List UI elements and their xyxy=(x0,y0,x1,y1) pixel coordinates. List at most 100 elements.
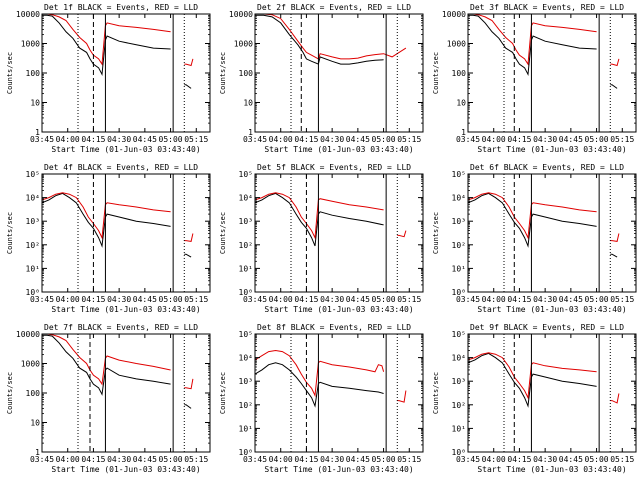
y-tick-label: 10⁴ xyxy=(239,194,253,203)
y-tick-label: 10⁰ xyxy=(452,448,466,457)
lld-series-line xyxy=(468,192,620,242)
x-tick-label: 05:15 xyxy=(184,295,208,304)
events-series-line xyxy=(42,334,192,409)
x-tick-label: 04:45 xyxy=(559,295,583,304)
y-tick-label: 10⁰ xyxy=(26,288,40,297)
y-tick-label: 10³ xyxy=(26,217,40,226)
y-tick-label: 1 xyxy=(461,128,466,137)
events-series-line xyxy=(42,14,192,89)
x-tick-label: 04:00 xyxy=(269,455,293,464)
y-axis-label: Counts/sec xyxy=(432,372,440,414)
y-tick-label: 10⁴ xyxy=(239,354,253,363)
x-tick-label: 04:30 xyxy=(107,455,131,464)
x-axis-label: Start Time (01-Jun-03 03:43:40) xyxy=(477,145,626,154)
x-tick-label: 05:00 xyxy=(372,135,396,144)
x-axis-label: Start Time (01-Jun-03 03:43:40) xyxy=(264,465,413,474)
x-tick-label: 04:30 xyxy=(107,295,131,304)
y-tick-label: 10³ xyxy=(452,377,466,386)
x-axis-label: Start Time (01-Jun-03 03:43:40) xyxy=(51,145,200,154)
x-tick-label: 05:15 xyxy=(397,135,421,144)
panel-det-7f: 03:45 04:00 04:15 04:30 04:45 05:00 05:15 1 10 10… xyxy=(6,323,211,474)
y-tick-label: 1 xyxy=(248,128,253,137)
y-tick-label: 10000 xyxy=(442,10,466,19)
x-tick-label: 05:00 xyxy=(159,135,183,144)
y-tick-label: 10² xyxy=(452,241,466,250)
x-tick-label: 05:15 xyxy=(397,455,421,464)
x-tick-label: 05:00 xyxy=(585,455,609,464)
x-tick-label: 05:00 xyxy=(372,295,396,304)
y-tick-label: 10² xyxy=(239,401,253,410)
x-tick-label: 05:15 xyxy=(184,455,208,464)
x-tick-label: 04:30 xyxy=(320,135,344,144)
y-tick-label: 10000 xyxy=(16,330,40,339)
y-axis-label: Counts/sec xyxy=(219,52,227,94)
x-tick-label: 05:00 xyxy=(585,135,609,144)
x-tick-label: 04:30 xyxy=(533,455,557,464)
x-tick-label: 04:45 xyxy=(346,135,370,144)
x-tick-label: 03:45 xyxy=(243,135,267,144)
x-tick-label: 04:00 xyxy=(56,295,80,304)
x-tick-label: 04:00 xyxy=(56,455,80,464)
x-axis-label: Start Time (01-Jun-03 03:43:40) xyxy=(477,465,626,474)
panel-title: Det 6f BLACK = Events, RED = LLD xyxy=(470,163,624,172)
y-axis-label: Counts/sec xyxy=(219,372,227,414)
panel-title: Det 1f BLACK = Events, RED = LLD xyxy=(44,3,198,12)
y-tick-label: 10¹ xyxy=(452,424,466,433)
x-tick-label: 04:15 xyxy=(81,295,105,304)
lld-series-line xyxy=(468,352,620,404)
panel-det-1f: 03:45 04:00 04:15 04:30 04:45 05:00 05:15 1 10 10… xyxy=(6,3,211,154)
y-axis-label: Counts/sec xyxy=(6,212,14,254)
x-axis-label: Start Time (01-Jun-03 03:43:40) xyxy=(264,145,413,154)
x-tick-label: 04:00 xyxy=(482,135,506,144)
x-axis-label: Start Time (01-Jun-03 03:43:40) xyxy=(51,465,200,474)
y-tick-label: 1000 xyxy=(234,40,253,49)
panel-det-3f: 03:45 04:00 04:15 04:30 04:45 05:00 05:15 1 10 10… xyxy=(432,3,637,154)
y-axis-label: Counts/sec xyxy=(6,372,14,414)
plot-frame xyxy=(467,333,637,453)
x-tick-label: 03:45 xyxy=(30,295,54,304)
x-tick-label: 04:30 xyxy=(107,135,131,144)
x-axis-label: Start Time (01-Jun-03 03:43:40) xyxy=(477,305,626,314)
x-tick-label: 04:15 xyxy=(507,135,531,144)
x-tick-label: 05:15 xyxy=(397,295,421,304)
y-tick-label: 10³ xyxy=(239,217,253,226)
y-tick-label: 10¹ xyxy=(26,264,40,273)
y-tick-label: 1000 xyxy=(21,40,40,49)
y-axis-label: Counts/sec xyxy=(6,52,14,94)
x-tick-label: 04:45 xyxy=(559,455,583,464)
x-tick-label: 04:45 xyxy=(133,295,157,304)
plot-frame xyxy=(254,333,424,453)
x-tick-label: 04:00 xyxy=(482,455,506,464)
y-axis-label: Counts/sec xyxy=(432,212,440,254)
x-tick-label: 03:45 xyxy=(456,135,480,144)
y-tick-label: 10 xyxy=(243,99,253,108)
x-tick-label: 04:15 xyxy=(294,455,318,464)
panel-det-9f: 03:45 04:00 04:15 04:30 04:45 05:00 05:15 10⁰ 10… xyxy=(432,323,637,474)
lld-series-line xyxy=(255,14,407,60)
panel-det-2f: 03:45 04:00 04:15 04:30 04:45 05:00 05:15 1 10 10… xyxy=(219,3,424,154)
lld-series-line xyxy=(42,334,194,390)
x-tick-label: 04:15 xyxy=(294,135,318,144)
y-tick-label: 10² xyxy=(239,241,253,250)
y-tick-label: 10⁴ xyxy=(26,194,40,203)
panel-title: Det 3f BLACK = Events, RED = LLD xyxy=(470,3,624,12)
y-tick-label: 10² xyxy=(452,401,466,410)
x-tick-label: 04:00 xyxy=(482,295,506,304)
y-tick-label: 10 xyxy=(30,419,40,428)
y-tick-label: 10000 xyxy=(229,10,253,19)
x-tick-label: 04:15 xyxy=(507,455,531,464)
x-tick-label: 03:45 xyxy=(30,135,54,144)
y-tick-label: 1000 xyxy=(21,360,40,369)
events-series-line xyxy=(468,192,618,258)
panel-det-5f: 03:45 04:00 04:15 04:30 04:45 05:00 05:15 10⁰ 10… xyxy=(219,163,424,314)
panel-title: Det 8f BLACK = Events, RED = LLD xyxy=(257,323,411,332)
y-tick-label: 10³ xyxy=(239,377,253,386)
plot-frame xyxy=(41,173,211,293)
x-tick-label: 04:15 xyxy=(81,455,105,464)
y-tick-label: 10 xyxy=(456,99,466,108)
y-tick-label: 10³ xyxy=(452,217,466,226)
y-tick-label: 1 xyxy=(35,448,40,457)
y-tick-label: 10¹ xyxy=(239,264,253,273)
